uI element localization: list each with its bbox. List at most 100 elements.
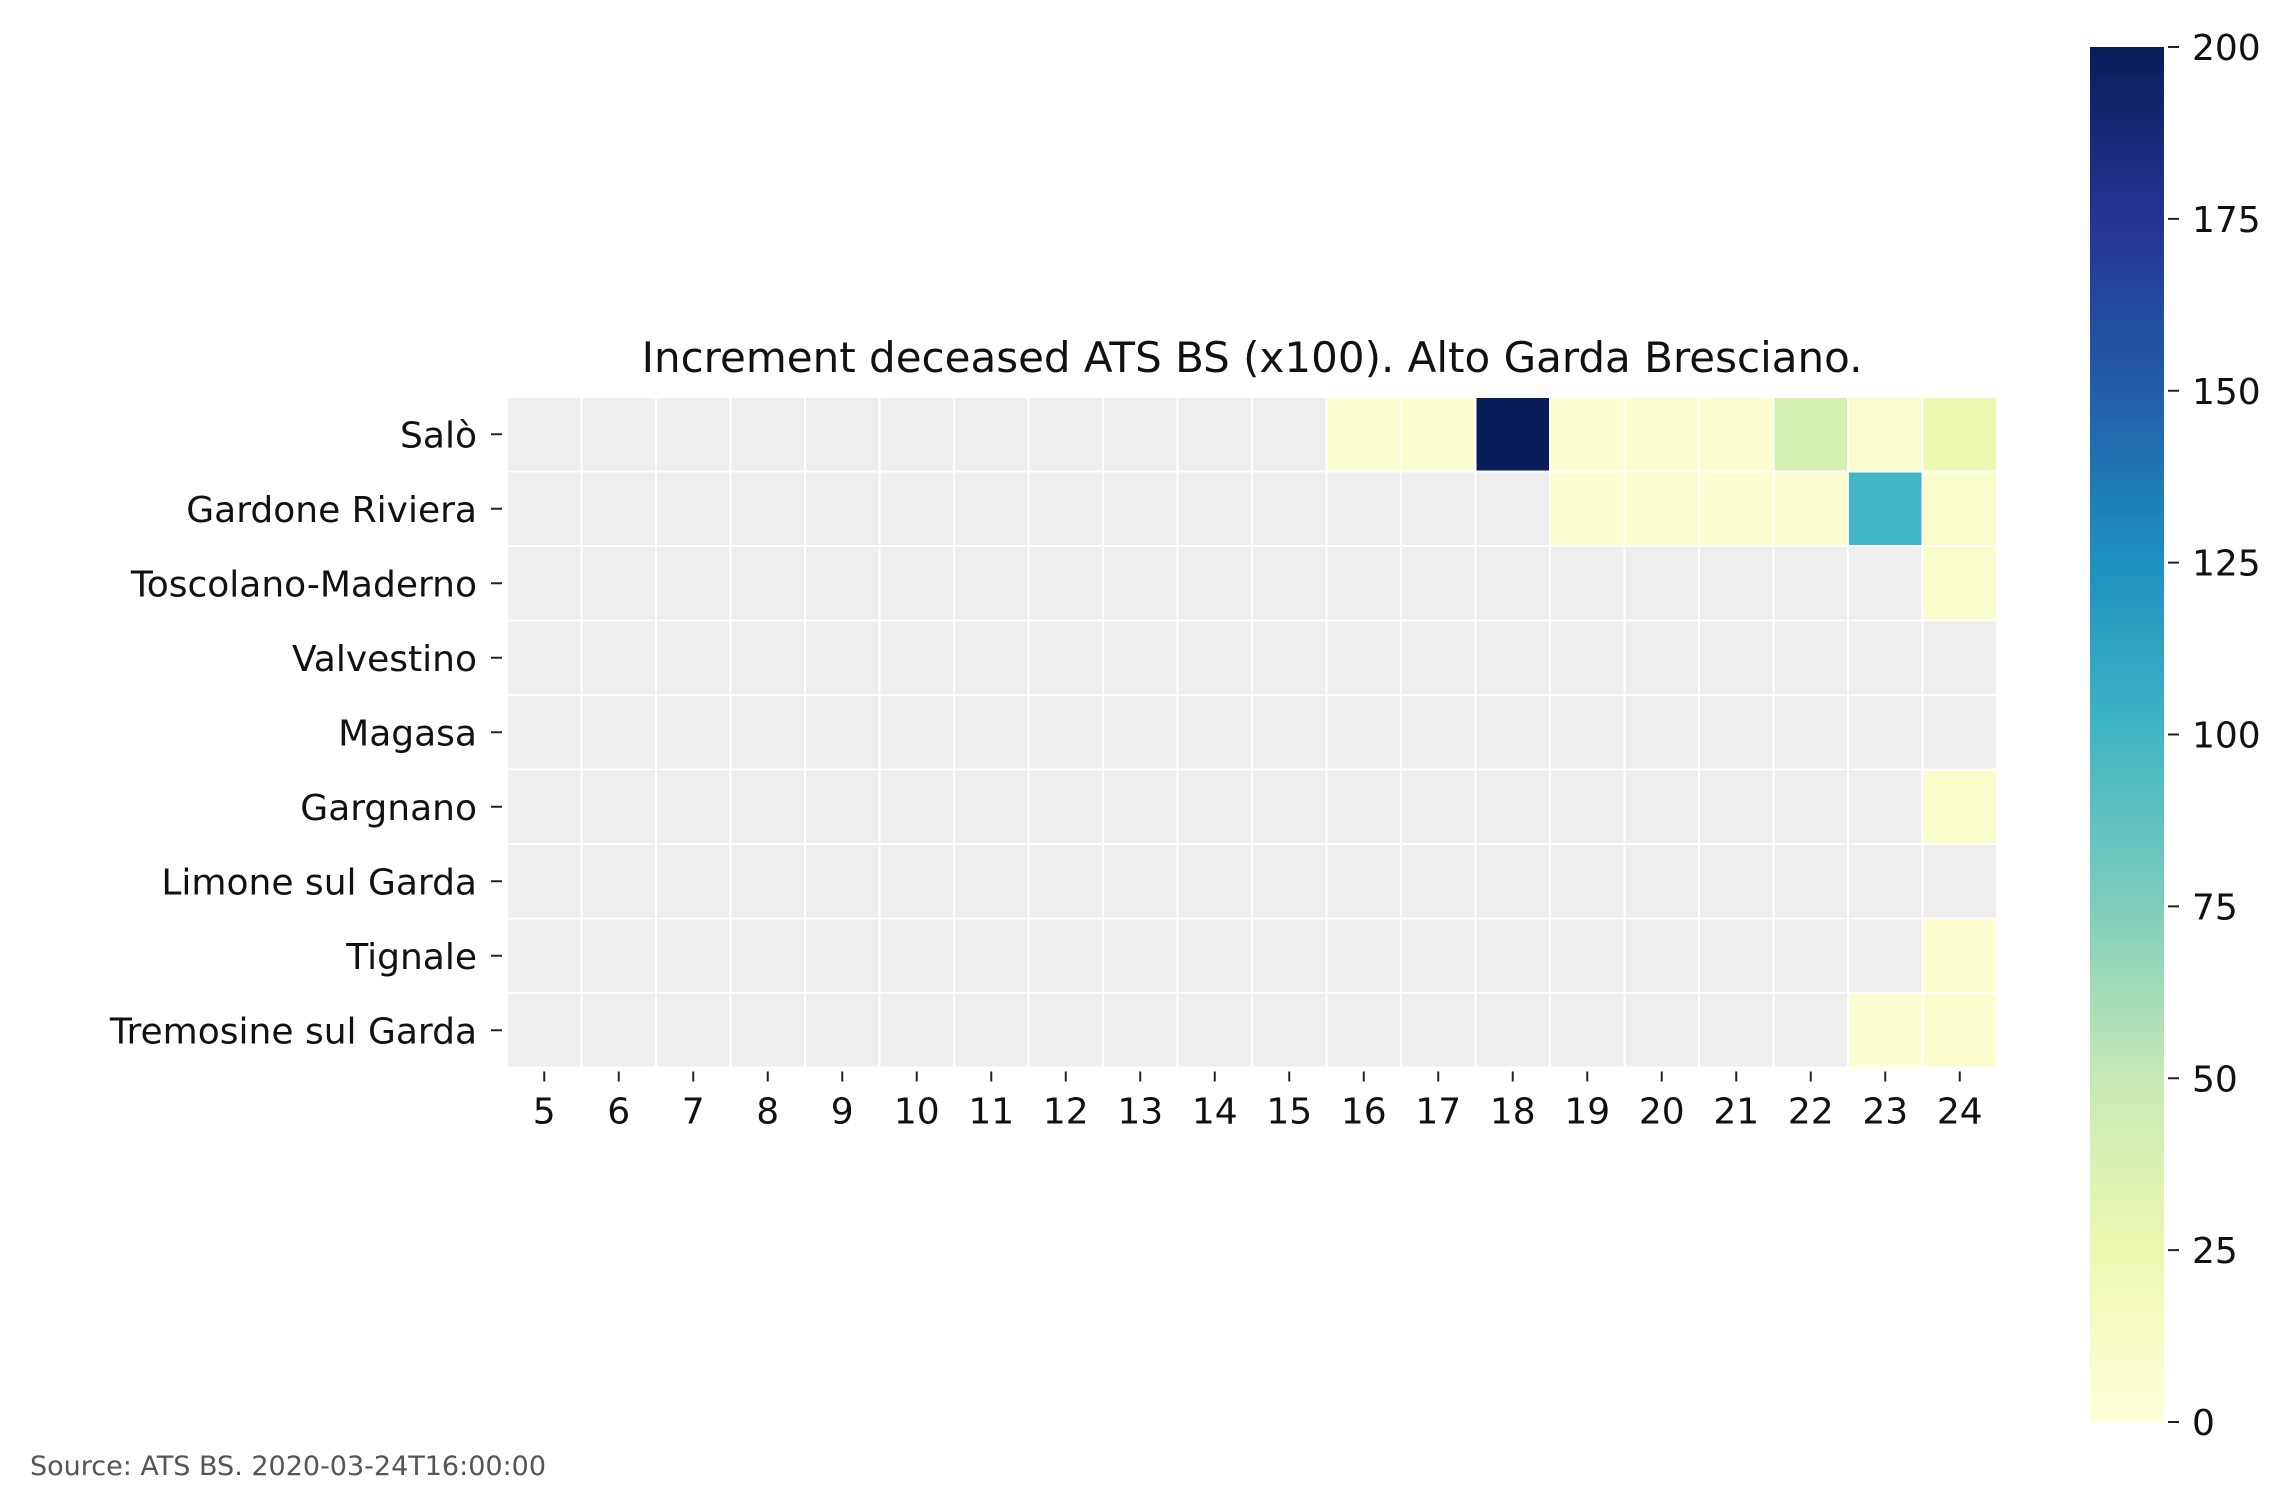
heatmap-cell [1772, 917, 1849, 994]
heatmap-cell [1698, 470, 1775, 547]
heatmap-cell [1921, 619, 1998, 696]
heatmap-cell [804, 917, 881, 994]
heatmap-cell [1325, 843, 1402, 920]
heatmap-cell [1176, 768, 1253, 845]
heatmap-cell [1400, 768, 1477, 845]
heatmap-cell [878, 992, 955, 1069]
heatmap-cell [1176, 396, 1253, 473]
heatmap-cell [1474, 992, 1551, 1069]
heatmap-cell [655, 545, 732, 622]
heatmap-cell [953, 768, 1030, 845]
heatmap-cell [1251, 768, 1328, 845]
heatmap-cell [1772, 768, 1849, 845]
heatmap-cell [1698, 619, 1775, 696]
heatmap-cell [804, 396, 881, 473]
source-note: Source: ATS BS. 2020-03-24T16:00:00 [30, 1451, 546, 1482]
heatmap-cell [1921, 470, 1998, 547]
heatmap-cell [1102, 694, 1179, 771]
x-tick-label: 6 [607, 1092, 630, 1133]
heatmap-cell [655, 843, 732, 920]
heatmap-cell [1698, 694, 1775, 771]
heatmap-cell [1027, 768, 1104, 845]
heatmap-cell [1623, 917, 1700, 994]
heatmap-cell [1847, 917, 1924, 994]
heatmap-cell [878, 694, 955, 771]
heatmap-cell [953, 470, 1030, 547]
x-tick-label: 11 [968, 1092, 1014, 1133]
heatmap-cell [878, 917, 955, 994]
heatmap-cell [1400, 619, 1477, 696]
colorbar-tick-label: 0 [2192, 1403, 2215, 1444]
heatmap-cell [1698, 768, 1775, 845]
heatmap-cell [580, 917, 657, 994]
x-tick-label: 24 [1937, 1092, 1983, 1133]
heatmap-cell [878, 619, 955, 696]
heatmap-cell [804, 843, 881, 920]
x-tick-label: 5 [533, 1092, 556, 1133]
heatmap-cell [1772, 619, 1849, 696]
heatmap-cell [804, 768, 881, 845]
y-axis: Salò Gardone Riviera Toscolano-Maderno Valv… [109, 415, 502, 1052]
heatmap-cell [1251, 619, 1328, 696]
y-tick-label: Tignale [345, 937, 477, 978]
heatmap-cell [1400, 694, 1477, 771]
x-tick-label: 7 [682, 1092, 705, 1133]
heatmap-cell [506, 843, 583, 920]
heatmap-cell [506, 396, 583, 473]
heatmap-cell [1251, 843, 1328, 920]
colorbar-tick-label: 200 [2192, 28, 2261, 69]
heatmap-cell [1325, 694, 1402, 771]
heatmap-cell [1027, 545, 1104, 622]
heatmap-cell [1698, 396, 1775, 473]
colorbar-tick-label: 150 [2192, 372, 2261, 413]
heatmap-cell [655, 917, 732, 994]
heatmap-cell [1102, 843, 1179, 920]
heatmap-cell [1698, 917, 1775, 994]
heatmap-cell [1474, 545, 1551, 622]
heatmap-cell [580, 396, 657, 473]
heatmap-cell [1325, 917, 1402, 994]
heatmap-cell [1325, 470, 1402, 547]
y-tick-label: Magasa [338, 713, 477, 754]
x-tick-label: 17 [1415, 1092, 1461, 1133]
heatmap-cell [1102, 470, 1179, 547]
heatmap-cell [506, 768, 583, 845]
heatmap-cell [580, 992, 657, 1069]
heatmap-cell [1549, 396, 1626, 473]
y-tick-label: Valvestino [292, 639, 477, 680]
heatmap-cell [1102, 396, 1179, 473]
heatmap-cell [1623, 992, 1700, 1069]
heatmap-cell [1623, 843, 1700, 920]
heatmap-cell [1921, 545, 1998, 622]
heatmap-cell [1623, 768, 1700, 845]
heatmap-cell [1400, 545, 1477, 622]
x-tick-label: 12 [1043, 1092, 1089, 1133]
heatmap-cell [1474, 843, 1551, 920]
y-tick-label: Toscolano-Maderno [130, 564, 477, 605]
heatmap-cell [1474, 396, 1551, 473]
y-tick-label: Gardone Riviera [186, 490, 477, 531]
heatmap-cell [1623, 694, 1700, 771]
heatmap-cell [729, 843, 806, 920]
heatmap-cell [729, 470, 806, 547]
heatmap-cell [1474, 694, 1551, 771]
heatmap-cell [1772, 694, 1849, 771]
heatmap-cell [1251, 470, 1328, 547]
x-tick-label: 21 [1713, 1092, 1759, 1133]
heatmap-cell [1027, 694, 1104, 771]
heatmap-cell [1474, 470, 1551, 547]
heatmap-cell [1176, 843, 1253, 920]
heatmap-cell [1623, 396, 1700, 473]
heatmap-cell [804, 694, 881, 771]
heatmap-cell [1102, 917, 1179, 994]
heatmap-cell [804, 470, 881, 547]
heatmap-cell [580, 470, 657, 547]
y-tick-label: Tremosine sul Garda [109, 1011, 477, 1052]
heatmap-cell [506, 619, 583, 696]
x-tick-label: 13 [1117, 1092, 1163, 1133]
heatmap-cell [1549, 992, 1626, 1069]
heatmap-cell [580, 619, 657, 696]
heatmap-cell [1549, 917, 1626, 994]
heatmap-cell [1325, 619, 1402, 696]
heatmap-cell [506, 470, 583, 547]
